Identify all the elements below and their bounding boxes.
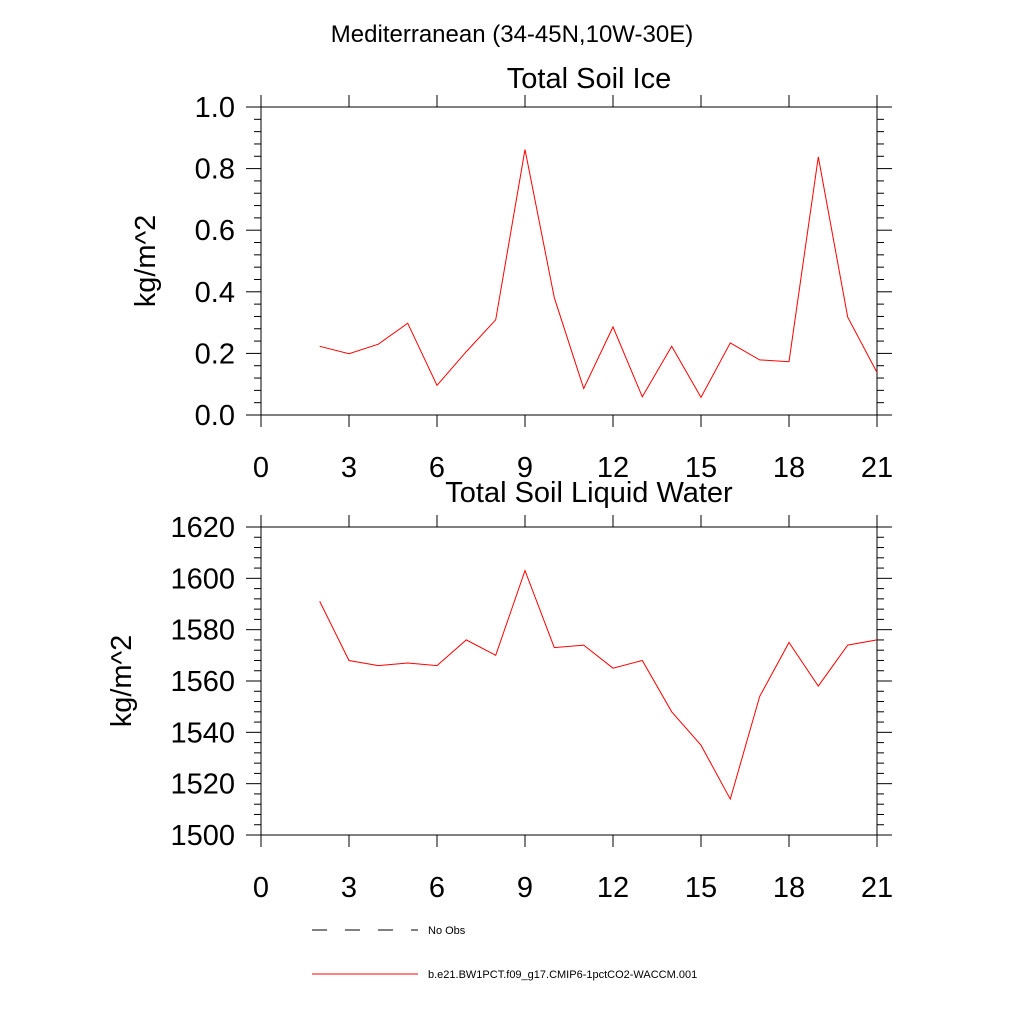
- plot-frame: [260, 106, 878, 416]
- panel-title: Total Soil Liquid Water: [445, 477, 733, 509]
- y-tick-label: 1500: [170, 820, 235, 852]
- series-line: [319, 569, 878, 801]
- plot-frame: [260, 526, 878, 836]
- x-tick-label: 21: [861, 872, 893, 904]
- legend-item-model-run: b.e21.BW1PCT.f09_g17.CMIP6-1pctCO2-WACCM…: [312, 969, 697, 981]
- panel-soil-liquid-water: Total Soil Liquid Water kg/m^2 0 3 6 9 12 15 18 2…: [106, 477, 893, 904]
- panel-title: Total Soil Ice: [507, 63, 671, 95]
- x-tick-label: 0: [253, 872, 269, 904]
- y-tick-label: 0.2: [195, 338, 235, 370]
- x-tick-label: 9: [517, 872, 533, 904]
- y-tick-label: 1620: [170, 512, 235, 544]
- legend-item-no-obs: No Obs: [312, 925, 466, 937]
- x-tick-label: 18: [773, 872, 805, 904]
- x-tick-label: 12: [597, 872, 629, 904]
- x-tick-label: 6: [429, 452, 445, 484]
- legend-label-model-run: b.e21.BW1PCT.f09_g17.CMIP6-1pctCO2-WACCM…: [428, 969, 697, 981]
- x-tick-label: 21: [861, 452, 893, 484]
- x-tick-label: 3: [341, 452, 357, 484]
- x-tick-label: 0: [253, 452, 269, 484]
- x-tick-label: 3: [341, 872, 357, 904]
- y-tick-label: 1540: [170, 717, 235, 749]
- series-line: [319, 149, 878, 399]
- y-tick-label: 0.4: [195, 277, 235, 309]
- x-tick-label: 9: [517, 452, 533, 484]
- x-tick-label: 12: [597, 452, 629, 484]
- y-axis-label: kg/m^2: [106, 635, 138, 728]
- y-tick-label: 0.0: [195, 400, 235, 432]
- x-tick-label: 15: [685, 452, 717, 484]
- y-tick-label: 1600: [170, 563, 235, 595]
- panel-soil-ice: Total Soil Ice kg/m^2 0 3 6 9 12 15 18 21 0.0 0.2 0.…: [130, 63, 893, 484]
- y-tick-label: 0.6: [195, 215, 235, 247]
- y-axis-label: kg/m^2: [130, 215, 162, 308]
- x-tick-label: 15: [685, 872, 717, 904]
- x-tick-label: 6: [429, 872, 445, 904]
- figure-suptitle: Mediterranean (34-45N,10W-30E): [331, 21, 693, 48]
- y-tick-label: 1580: [170, 615, 235, 647]
- legend-label-no-obs: No Obs: [428, 925, 466, 937]
- y-tick-label: 1.0: [195, 92, 235, 124]
- legend: No Obs b.e21.BW1PCT.f09_g17.CMIP6-1pctCO…: [312, 925, 697, 981]
- y-tick-label: 1520: [170, 769, 235, 801]
- y-tick-label: 0.8: [195, 154, 235, 186]
- y-tick-label: 1560: [170, 666, 235, 698]
- x-tick-label: 18: [773, 452, 805, 484]
